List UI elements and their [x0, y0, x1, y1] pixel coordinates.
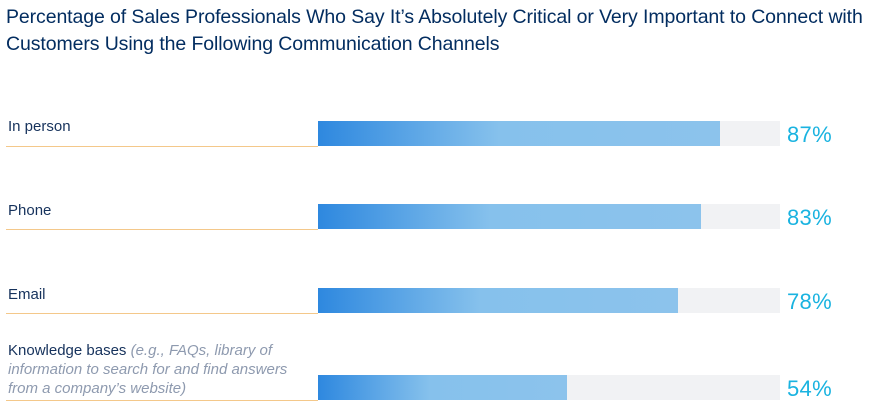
category-note: (e.g., FAQs, library of information to s…	[8, 342, 288, 397]
category-name: Email	[8, 286, 46, 303]
bar-email	[318, 288, 679, 313]
label-underline	[6, 400, 318, 401]
value-label-email: 78%	[787, 289, 832, 314]
bar-in-person	[318, 121, 720, 146]
category-label-phone: Phone	[8, 201, 308, 220]
category-label-knowledge-bases: Knowledge bases (e.g., FAQs, library of …	[8, 341, 290, 398]
bar-track-knowledge-bases	[318, 375, 780, 400]
value-label-knowledge-bases: 54%	[787, 376, 832, 401]
bar-track-email	[318, 288, 780, 313]
label-underline	[6, 229, 318, 230]
bar-knowledge-bases	[318, 375, 568, 400]
label-underline	[6, 146, 318, 147]
value-label-phone: 83%	[787, 205, 832, 230]
category-name: Phone	[8, 202, 52, 219]
value-label-in-person: 87%	[787, 122, 832, 147]
bar-phone	[318, 204, 702, 229]
category-label-email: Email	[8, 285, 308, 304]
category-label-in-person: In person	[8, 117, 308, 136]
chart-title: Percentage of Sales Professionals Who Sa…	[6, 6, 863, 55]
category-name: Knowledge bases	[8, 342, 127, 359]
label-underline	[6, 313, 318, 314]
bar-track-phone	[318, 204, 780, 229]
category-name: In person	[8, 118, 71, 135]
bar-track-in-person	[318, 121, 780, 146]
